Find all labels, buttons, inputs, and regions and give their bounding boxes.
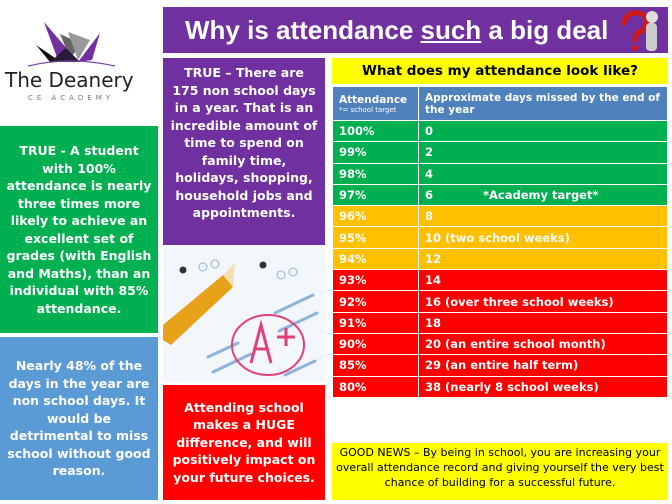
days-missed-cell: 0 [418, 119, 668, 143]
days-missed-cell: 14 [418, 269, 668, 292]
title-emphasis: such [420, 14, 482, 45]
days-missed-value: 20 (an entire school month) [425, 337, 606, 352]
days-missed-cell: 6 *Academy target* [418, 183, 668, 207]
logo-subtitle: CE ACADEMY [28, 94, 115, 102]
pencil-icon [163, 275, 233, 345]
fact-box-non-school-days: Nearly 48% of the days in the year are n… [0, 337, 158, 500]
days-missed-value: 10 (two school weeks) [425, 230, 570, 245]
attendance-cell: 97% [332, 183, 419, 207]
page-title: Why is attendance such a big deal [163, 7, 668, 53]
attendance-cell: 100% [332, 119, 419, 143]
days-missed-cell: 18 [418, 311, 668, 334]
a-plus-grade-icon [249, 319, 295, 364]
days-missed-cell: 2 [418, 141, 668, 164]
table-row: 100% 0 [332, 119, 668, 143]
days-missed-cell: 20 (an entire school month) [418, 332, 668, 356]
academy-target-label: *Academy target* [483, 188, 599, 203]
days-missed-cell: 10 (two school weeks) [418, 226, 668, 249]
attendance-cell: 85% [332, 354, 419, 377]
attendance-cell: 91% [332, 311, 419, 334]
school-logo: The Deanery CE ACADEMY [0, 0, 160, 124]
attendance-cell: 90% [332, 332, 419, 356]
table-row: 94% 12 [332, 247, 668, 271]
table-row: 95% 10 (two school weeks) [332, 226, 668, 249]
title-text: Why is attendance [185, 14, 421, 45]
attendance-cell: 99% [332, 141, 419, 164]
table-row: 97% 6 *Academy target* [332, 183, 668, 207]
attendance-cell: 93% [332, 269, 419, 292]
table-row: 93% 14 [332, 269, 668, 292]
days-missed-value: 12 [425, 251, 442, 266]
days-missed-value: 4 [425, 166, 434, 181]
good-news-box: GOOD NEWS – By being in school, you are … [332, 443, 668, 500]
attendance-cell: 92% [332, 290, 419, 313]
crown-logo-icon [27, 22, 116, 67]
days-missed-cell: 16 (over three school weeks) [418, 290, 668, 313]
logo-name: The Deanery [5, 68, 134, 92]
days-missed-value: 6 [425, 188, 434, 203]
table-row: 99% 2 [332, 141, 668, 164]
attendance-cell: 96% [332, 205, 419, 228]
days-missed-value: 38 (nearly 8 school weeks) [425, 379, 599, 394]
table-row: 96% 8 [332, 205, 668, 228]
school-target-note: *= school target [339, 105, 397, 114]
days-missed-cell: 4 [418, 162, 668, 185]
attendance-cell: 94% [332, 247, 419, 271]
fact-box-huge-difference: Attending school makes a HUGE difference… [163, 385, 325, 500]
column-header-days-missed: Approximate days missed by the end of th… [418, 86, 668, 121]
attendance-table: Attendance *= school target Approximate d… [332, 86, 668, 398]
table-row: 90% 20 (an entire school month) [332, 332, 668, 356]
column-header-attendance: Attendance *= school target [332, 86, 419, 121]
fact-box-175-days: TRUE – There are 175 non school days in … [163, 58, 325, 245]
attendance-cell: 95% [332, 226, 419, 249]
title-text-end: a big deal [481, 14, 609, 45]
days-missed-value: 29 (an entire half term) [425, 358, 579, 373]
table-heading: What does my attendance look like? [332, 58, 668, 84]
table-row: 92% 16 (over three school weeks) [332, 290, 668, 313]
table-row: 85% 29 (an entire half term) [332, 354, 668, 377]
days-missed-cell: 12 [418, 247, 668, 271]
days-missed-cell: 38 (nearly 8 school weeks) [418, 375, 668, 398]
table-row: 80% 38 (nearly 8 school weeks) [332, 375, 668, 398]
fact-box-grades: TRUE - A student with 100% attendance is… [0, 126, 158, 333]
days-missed-value: 14 [425, 273, 442, 288]
days-missed-value: 18 [425, 315, 442, 330]
days-missed-value: 8 [425, 209, 434, 224]
attendance-header-label: Attendance [339, 93, 408, 106]
days-missed-value: 0 [425, 124, 434, 139]
days-missed-value: 2 [425, 145, 434, 160]
days-missed-cell: 8 [418, 205, 668, 228]
table-row: 98% 4 [332, 162, 668, 185]
exam-sheet-image [163, 245, 325, 382]
days-missed-cell: 29 (an entire half term) [418, 354, 668, 377]
days-missed-value: 16 (over three school weeks) [425, 294, 614, 309]
question-mark-figure-icon [621, 10, 658, 51]
attendance-cell: 80% [332, 375, 419, 398]
table-row: 91% 18 [332, 311, 668, 334]
attendance-cell: 98% [332, 162, 419, 185]
